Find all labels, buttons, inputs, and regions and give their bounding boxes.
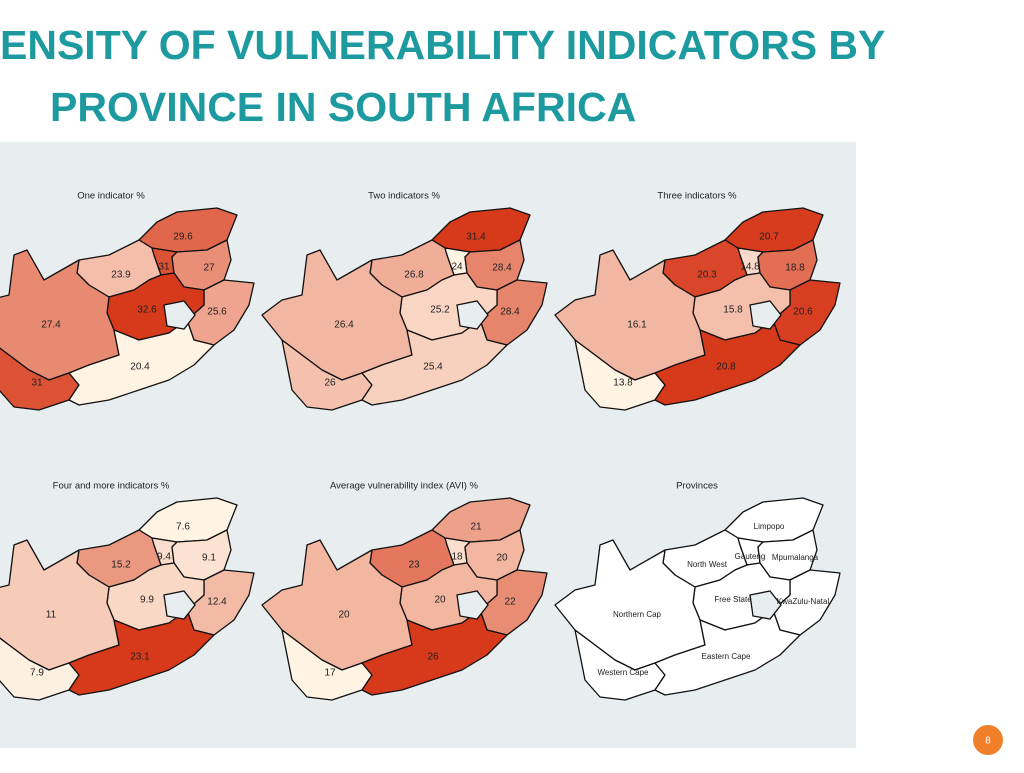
map-title: Average vulnerability index (AVI) % — [330, 481, 479, 492]
value-label: 20 — [338, 610, 350, 621]
value-label: 32.6 — [137, 305, 157, 316]
map-title: One indicator % — [77, 191, 145, 202]
lesotho — [456, 590, 489, 620]
province — [68, 609, 215, 696]
province — [654, 609, 801, 696]
value-label: 31 — [31, 378, 43, 389]
lesotho — [456, 300, 489, 330]
value-label: 9.4 — [157, 552, 171, 563]
value-label: 28.4 — [492, 263, 512, 274]
lesotho — [749, 300, 782, 330]
page-number: 8 — [985, 736, 991, 747]
lesotho — [163, 300, 196, 330]
map-title: Three indicators % — [657, 191, 737, 202]
lesotho — [749, 590, 782, 620]
value-label: 25.6 — [207, 307, 227, 318]
value-label: 16.1 — [627, 320, 647, 331]
province — [68, 319, 215, 406]
value-label: 20.4 — [130, 362, 150, 373]
value-label: 28.4 — [500, 307, 520, 318]
value-label: 26.4 — [334, 320, 354, 331]
value-label: 29.6 — [173, 232, 193, 243]
value-label: 14.8 — [740, 262, 760, 273]
province — [361, 609, 508, 696]
province-label: Northern Cap — [613, 610, 662, 619]
value-label: 20 — [434, 595, 446, 606]
value-label: 22 — [504, 597, 516, 608]
value-label: 11 — [46, 610, 57, 621]
province-label: Western Cape — [598, 668, 650, 677]
province-label: North West — [687, 560, 728, 569]
value-label: 23.1 — [130, 652, 150, 663]
map-title: Four and more indicators % — [53, 481, 170, 492]
value-label: 24 — [451, 262, 463, 273]
value-label: 26 — [427, 652, 439, 663]
lesotho — [163, 590, 196, 620]
value-label: 15.2 — [111, 560, 131, 571]
province-label: KwaZulu-Natal — [777, 597, 830, 606]
province-label: Mpumalanga — [772, 553, 819, 562]
value-label: 17 — [324, 668, 336, 679]
value-label: 26.8 — [404, 270, 424, 281]
value-label: 18 — [451, 552, 463, 563]
value-label: 9.1 — [202, 553, 216, 564]
slide-title: ENSITY OF VULNERABILITY INDICATORS BY — [0, 22, 885, 68]
value-label: 20 — [496, 553, 508, 564]
value-label: 31 — [158, 262, 170, 273]
province-label: Limpopo — [754, 522, 785, 531]
value-label: 15.8 — [723, 305, 743, 316]
value-label: 31.4 — [466, 232, 486, 243]
value-label: 23 — [408, 560, 420, 571]
value-label: 20.3 — [697, 270, 717, 281]
province-label: Gauteng — [735, 552, 766, 561]
value-label: 13.8 — [613, 378, 633, 389]
slide-title: PROVINCE IN SOUTH AFRICA — [50, 84, 636, 130]
value-label: 27 — [203, 263, 215, 274]
province — [654, 319, 801, 406]
map-title: Provinces — [676, 481, 718, 492]
value-label: 7.9 — [30, 668, 44, 679]
value-label: 26 — [324, 378, 336, 389]
value-label: 21 — [470, 522, 482, 533]
value-label: 25.4 — [423, 362, 443, 373]
value-label: 9.9 — [140, 595, 154, 606]
value-label: 20.6 — [793, 307, 813, 318]
value-label: 18.8 — [785, 263, 805, 274]
value-label: 20.7 — [759, 232, 779, 243]
value-label: 23.9 — [111, 270, 131, 281]
province — [361, 319, 508, 406]
value-label: 27.4 — [41, 320, 61, 331]
value-label: 12.4 — [207, 597, 227, 608]
value-label: 7.6 — [176, 522, 190, 533]
province-label: Eastern Cape — [702, 652, 751, 661]
value-label: 20.8 — [716, 362, 736, 373]
page-badge — [973, 725, 1003, 755]
value-label: 25.2 — [430, 305, 450, 316]
province-label: Free State — [714, 595, 752, 604]
map-title: Two indicators % — [368, 191, 440, 202]
